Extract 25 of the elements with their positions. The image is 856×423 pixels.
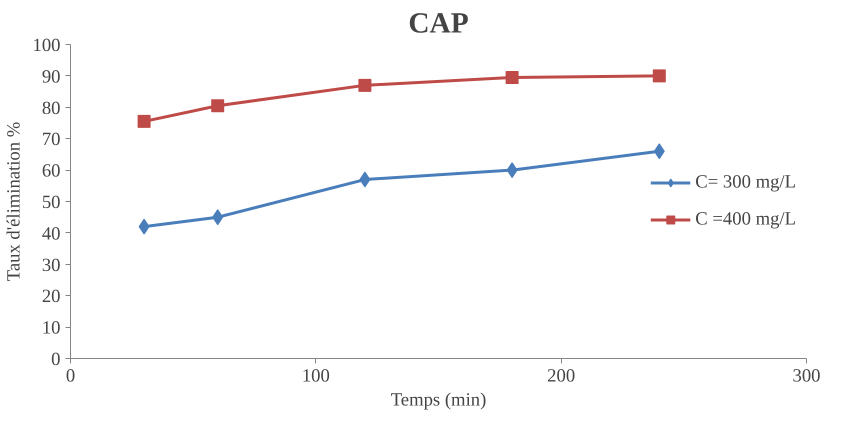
x-axis-title: Temps (min)	[390, 390, 486, 410]
y-tick-label: 30	[42, 254, 60, 276]
point	[652, 69, 666, 82]
x-tick-label: 0	[66, 366, 76, 386]
x-tick-label: 100	[302, 366, 330, 386]
legend-label: C= 300 mg/L	[695, 172, 796, 194]
y-tick-label: 90	[42, 66, 60, 88]
y-tick-label: 70	[42, 129, 60, 150]
legend-label: C =400 mg/L	[695, 208, 796, 230]
x-tick-label: 200	[547, 366, 576, 386]
y-tick-label: 50	[42, 192, 60, 213]
y-tick-label: 20	[42, 286, 60, 308]
y-axis-title: Taux d'élimination %	[4, 122, 25, 282]
y-tick-label: 100	[32, 35, 60, 56]
y-tick-label: 80	[42, 98, 60, 119]
y-tick-label: 0	[51, 349, 60, 370]
y-tick-label: 40	[42, 223, 60, 244]
point	[138, 114, 151, 128]
point	[211, 99, 224, 112]
y-tick-label: 60	[42, 160, 60, 182]
point	[358, 78, 372, 92]
y-tick-label: 10	[42, 318, 60, 339]
point	[506, 70, 519, 84]
chart-title: CAP	[408, 8, 469, 40]
x-tick-label: 300	[792, 366, 820, 386]
